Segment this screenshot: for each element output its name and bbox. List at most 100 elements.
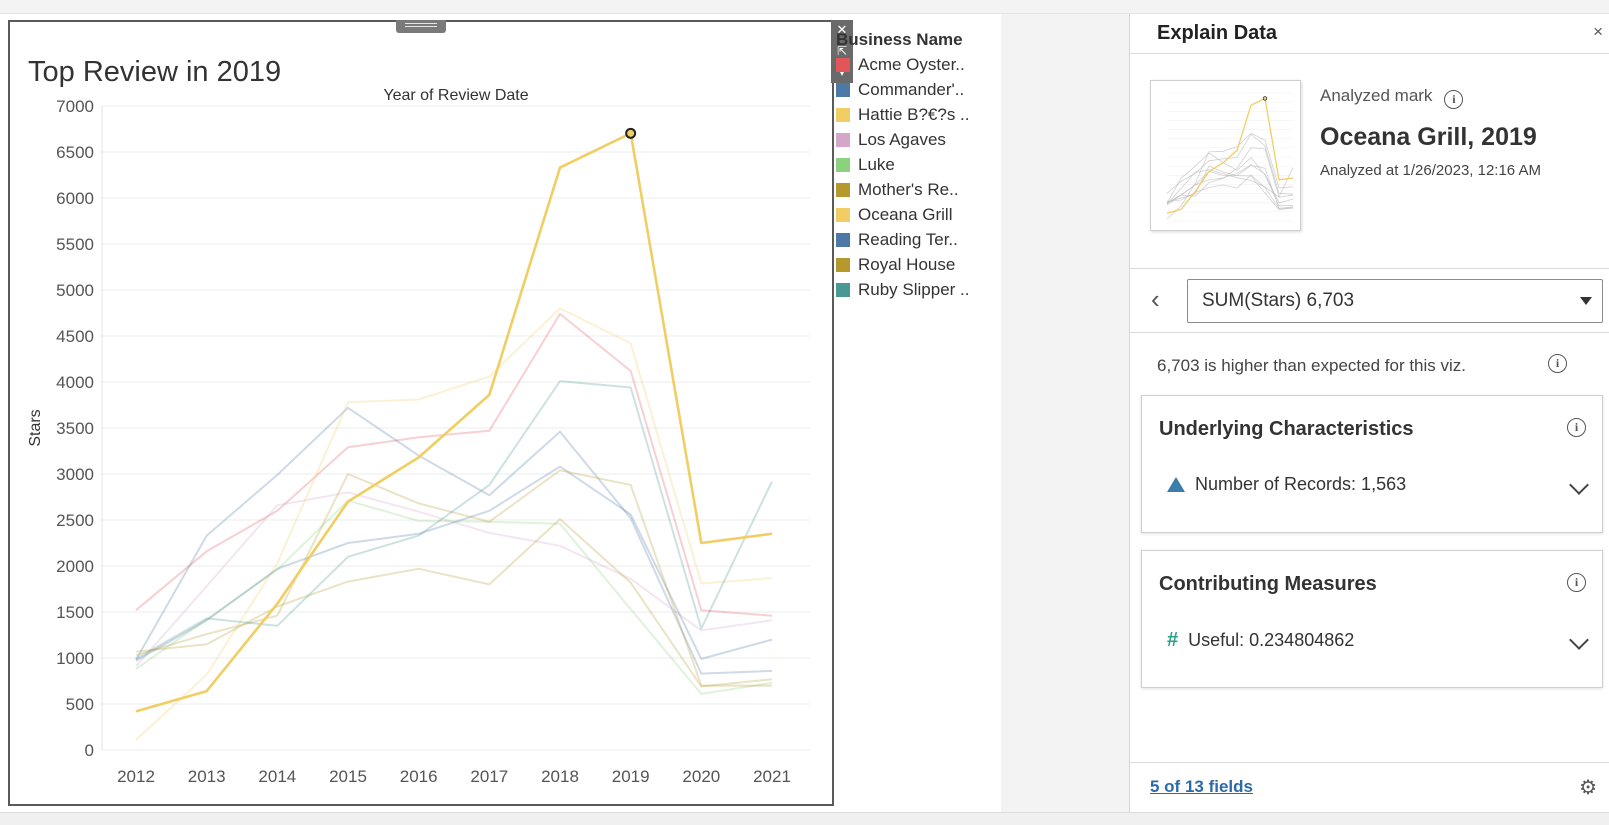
close-icon[interactable]: ✕ [831,20,853,41]
x-axis-title: Year of Review Date [383,87,528,104]
series-line-royal-house[interactable] [135,469,772,687]
y-tick-label: 5500 [56,235,94,254]
analyzed-mark-point[interactable] [625,127,637,139]
panel-header: Explain Data × [1130,14,1609,54]
legend-item[interactable]: Oceana Grill [836,202,996,227]
series-line-mother-s-re[interactable] [135,518,773,688]
x-tick-label: 2018 [541,767,579,786]
contributing-measures-card[interactable]: Contributing Measures i # Useful: 0.2348… [1141,550,1603,688]
legend-swatch [836,107,850,122]
chevron-down-icon[interactable] [1569,475,1589,495]
close-panel-icon[interactable]: × [1593,22,1603,41]
measure-value: SUM(Stars) 6,703 [1202,290,1355,311]
analyzed-at-timestamp: Analyzed at 1/26/2023, 12:16 AM [1320,162,1541,179]
bottom-sheet-tabs [0,812,1609,825]
legend-item[interactable]: Mother's Re.. [836,177,996,202]
legend-swatch [836,57,850,72]
thumb-series-line [1166,132,1294,220]
thumb-series-line [1166,164,1293,209]
y-tick-label: 0 [85,741,94,760]
analyzed-mark-text: Analyzed mark [1320,86,1433,105]
legend-label: Luke [858,154,895,174]
series-line-los-agaves[interactable] [135,491,773,667]
x-tick-label: 2013 [188,767,226,786]
legend-item[interactable]: Royal House [836,252,996,277]
popout-icon[interactable]: ⇱ [831,41,853,62]
legend-swatch [836,182,850,197]
y-tick-label: 4000 [56,373,94,392]
series-line-oceana-grill[interactable] [135,132,773,713]
back-chevron-icon[interactable]: ‹ [1151,284,1160,314]
x-tick-label: 2015 [329,767,367,786]
legend-swatch [836,257,850,272]
y-tick-label: 2000 [56,557,94,576]
y-tick-label: 4500 [56,327,94,346]
thumb-series-line [1166,97,1294,214]
measure-dropdown[interactable]: SUM(Stars) 6,703 [1187,279,1603,323]
y-axis-title: Stars [27,409,44,446]
info-icon[interactable]: i [1548,354,1567,373]
x-tick-label: 2016 [400,767,438,786]
legend-label: Ruby Slipper .. [858,279,970,299]
card-row-text: Number of Records: 1,563 [1195,474,1407,494]
x-tick-label: 2021 [753,767,791,786]
info-icon[interactable]: i [1444,90,1464,109]
legend-item[interactable]: Commander'.. [836,77,996,102]
legend-item[interactable]: Los Agaves [836,127,996,152]
card-row-text: Useful: 0.234804862 [1188,630,1355,650]
underlying-characteristics-card[interactable]: Underlying Characteristics i Number of R… [1141,395,1603,533]
legend-swatch [836,157,850,172]
chart-title: Top Review in 2019 [28,56,282,88]
legend-item[interactable]: Reading Ter.. [836,227,996,252]
y-tick-label: 5000 [56,281,94,300]
legend-item[interactable]: Hattie B?€?s .. [836,102,996,127]
y-tick-label: 6000 [56,189,94,208]
top-tab-strip [0,0,1609,14]
gear-icon[interactable]: ⚙ [1579,777,1597,799]
useful-measure-row[interactable]: # Useful: 0.234804862 [1167,629,1354,652]
dropdown-caret-icon [1580,297,1592,305]
fields-link[interactable]: 5 of 13 fields [1150,777,1253,796]
line-chart[interactable]: Year of Review Date Stars 0 500 1000 1500 2000… [10,22,832,804]
legend-item[interactable]: Ruby Slipper .. [836,277,996,302]
legend-item[interactable]: Luke [836,152,996,177]
series-line-hattie-b-s[interactable] [135,307,773,741]
drag-handle-icon[interactable] [396,20,446,33]
series-line-reading-ter[interactable] [135,465,773,662]
legend-label: Hattie B?€?s .. [858,104,970,124]
series-line-ruby-slipper[interactable] [135,380,773,660]
thumb-series-line [1166,147,1294,204]
legend-swatch [836,232,850,247]
info-icon[interactable]: i [1567,418,1586,437]
legend-swatch [836,82,850,97]
legend-swatch [836,207,850,222]
series-line-luke[interactable] [135,499,773,695]
series-line-commander[interactable] [135,406,773,675]
chevron-down-icon[interactable] [1569,630,1589,650]
explain-data-panel: Explain Data × Analyzed mark i Oceana Gri… [1129,14,1609,812]
x-tick-label: 2014 [258,767,296,786]
legend-swatch [836,282,850,297]
series-line-acme-oyster[interactable] [135,312,773,617]
chart-frame[interactable]: Top Review in 2019 Year of Review Date St… [8,20,834,806]
y-tick-label: 1500 [56,603,94,622]
legend-label: Oceana Grill [858,204,953,224]
legend-label: Reading Ter.. [858,229,958,249]
x-tick-label: 2017 [470,767,508,786]
x-tick-label: 2019 [612,767,650,786]
legend-label: Acme Oyster.. [858,54,965,74]
y-tick-label: 3000 [56,465,94,484]
thumb-series-line [1166,133,1294,195]
legend-item[interactable]: Acme Oyster.. [836,52,996,77]
panel-footer: 5 of 13 fields ⚙ [1130,762,1609,812]
info-icon[interactable]: i [1567,573,1586,592]
number-of-records-row[interactable]: Number of Records: 1,563 [1167,474,1406,495]
y-tick-label: 3500 [56,419,94,438]
legend-label: Royal House [858,254,956,274]
legend-label: Mother's Re.. [858,179,959,199]
measure-row: ‹ SUM(Stars) 6,703 [1130,269,1609,333]
analyzed-mark-section: Analyzed mark i Oceana Grill, 2019 Analyz… [1130,54,1609,269]
y-tick-label: 500 [66,695,94,714]
hash-icon: # [1167,629,1179,651]
card-title: Underlying Characteristics [1159,418,1414,440]
